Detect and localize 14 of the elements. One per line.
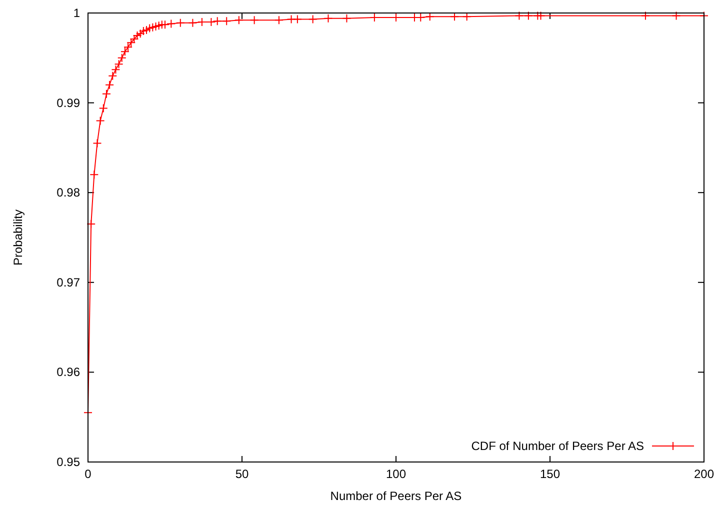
y-tick-label: 0.97 <box>56 275 80 290</box>
x-tick-label: 50 <box>235 467 249 481</box>
x-tick-label: 0 <box>84 467 92 481</box>
x-tick-label: 150 <box>540 467 560 481</box>
y-axis-title: Probability <box>11 209 25 266</box>
y-tick-label: 0.98 <box>56 186 80 200</box>
y-tick-label: 0.99 <box>56 96 80 110</box>
x-axis-title: Number of Peers Per AS <box>330 489 462 503</box>
x-tick-label: 100 <box>386 467 406 481</box>
y-tick-label: 1 <box>73 6 80 20</box>
x-tick-label: 200 <box>694 467 714 481</box>
y-tick-label: 0.96 <box>56 365 80 380</box>
y-tick-label: 0.95 <box>56 455 80 469</box>
legend-label: CDF of Number of Peers Per AS <box>471 439 644 453</box>
